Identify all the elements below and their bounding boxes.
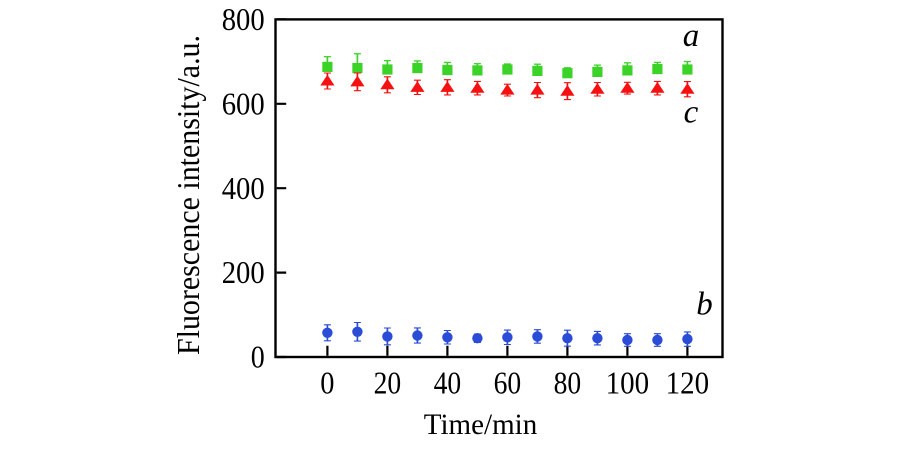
svg-text:60: 60 [494, 366, 522, 401]
svg-text:800: 800 [222, 2, 265, 37]
svg-text:80: 80 [554, 366, 582, 401]
svg-text:a: a [683, 18, 700, 54]
svg-text:0: 0 [320, 366, 334, 401]
svg-text:20: 20 [374, 366, 402, 401]
svg-text:600: 600 [222, 86, 265, 121]
svg-text:Fluorescence intensity/a.u.: Fluorescence intensity/a.u. [171, 35, 206, 355]
svg-text:200: 200 [222, 255, 265, 290]
svg-text:40: 40 [434, 366, 462, 401]
svg-text:0: 0 [251, 340, 265, 375]
svg-text:b: b [696, 287, 713, 323]
svg-text:120: 120 [666, 366, 710, 401]
svg-text:100: 100 [606, 366, 650, 401]
svg-text:Time/min: Time/min [424, 408, 538, 441]
svg-text:c: c [684, 95, 699, 131]
svg-text:400: 400 [222, 171, 265, 206]
